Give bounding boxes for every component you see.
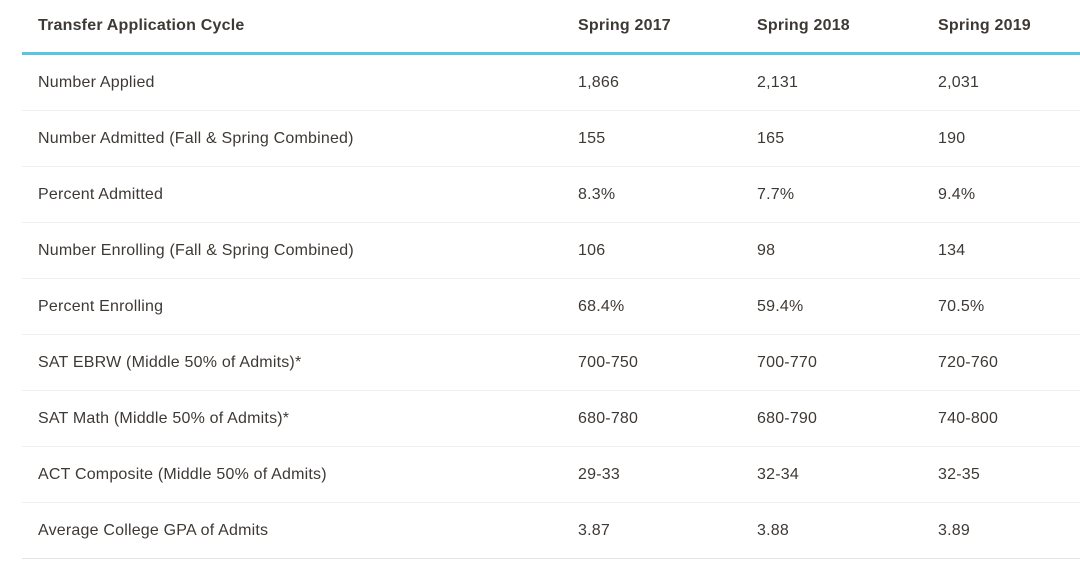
row-value-spring-2018: 2,131 — [757, 73, 799, 91]
row-label: Number Applied — [38, 73, 155, 91]
table-row: ACT Composite (Middle 50% of Admits) 29-… — [22, 447, 1080, 503]
column-header-spring-2017: Spring 2017 — [578, 17, 671, 34]
row-value-spring-2018: 7.7% — [757, 185, 795, 203]
table-row: SAT Math (Middle 50% of Admits)* 680-780… — [22, 391, 1080, 447]
row-value-spring-2018: 700-770 — [757, 353, 818, 371]
column-header-spring-2019: Spring 2019 — [938, 17, 1031, 34]
row-label: SAT EBRW (Middle 50% of Admits)* — [38, 353, 302, 371]
row-value-spring-2019: 740-800 — [938, 409, 999, 427]
row-value-spring-2019: 3.89 — [938, 521, 970, 539]
row-label: Number Enrolling (Fall & Spring Combined… — [38, 241, 354, 259]
row-label: Average College GPA of Admits — [38, 521, 269, 539]
column-header-spring-2018: Spring 2018 — [757, 17, 850, 34]
row-value-spring-2019: 2,031 — [938, 73, 980, 91]
table-row: SAT EBRW (Middle 50% of Admits)* 700-750… — [22, 335, 1080, 391]
row-value-spring-2017: 1,866 — [578, 73, 620, 91]
table-row: Number Applied 1,866 2,131 2,031 — [22, 55, 1080, 111]
row-value-spring-2019: 190 — [938, 129, 966, 147]
table-row: Average College GPA of Admits 3.87 3.88 … — [22, 503, 1080, 559]
table-row: Percent Admitted 8.3% 7.7% 9.4% — [22, 167, 1080, 223]
row-value-spring-2017: 29-33 — [578, 465, 620, 483]
row-label: ACT Composite (Middle 50% of Admits) — [38, 465, 327, 483]
row-value-spring-2018: 59.4% — [757, 297, 804, 315]
row-value-spring-2019: 9.4% — [938, 185, 976, 203]
row-label: Percent Admitted — [38, 185, 164, 203]
table-body: Number Applied 1,866 2,131 2,031 Number … — [22, 55, 1080, 559]
row-value-spring-2017: 155 — [578, 129, 606, 147]
table-row: Number Enrolling (Fall & Spring Combined… — [22, 223, 1080, 279]
row-value-spring-2017: 700-750 — [578, 353, 639, 371]
row-value-spring-2017: 3.87 — [578, 521, 610, 539]
row-value-spring-2018: 98 — [757, 241, 776, 259]
table-header-row: Transfer Application Cycle Spring 2017 S… — [22, 0, 1080, 55]
row-value-spring-2017: 680-780 — [578, 409, 639, 427]
row-label: SAT Math (Middle 50% of Admits)* — [38, 409, 290, 427]
table-row: Number Admitted (Fall & Spring Combined)… — [22, 111, 1080, 167]
row-value-spring-2017: 106 — [578, 241, 606, 259]
row-value-spring-2017: 8.3% — [578, 185, 616, 203]
row-value-spring-2019: 134 — [938, 241, 966, 259]
row-label: Number Admitted (Fall & Spring Combined) — [38, 129, 354, 147]
row-value-spring-2018: 165 — [757, 129, 785, 147]
column-header-transfer-application-cycle: Transfer Application Cycle — [38, 17, 245, 34]
row-value-spring-2018: 3.88 — [757, 521, 789, 539]
row-value-spring-2019: 32-35 — [938, 465, 980, 483]
table-row: Percent Enrolling 68.4% 59.4% 70.5% — [22, 279, 1080, 335]
row-label: Percent Enrolling — [38, 297, 164, 315]
row-value-spring-2018: 680-790 — [757, 409, 818, 427]
row-value-spring-2019: 720-760 — [938, 353, 999, 371]
row-value-spring-2018: 32-34 — [757, 465, 799, 483]
row-value-spring-2019: 70.5% — [938, 297, 985, 315]
transfer-application-stats-table: Transfer Application Cycle Spring 2017 S… — [22, 0, 1080, 559]
row-value-spring-2017: 68.4% — [578, 297, 625, 315]
